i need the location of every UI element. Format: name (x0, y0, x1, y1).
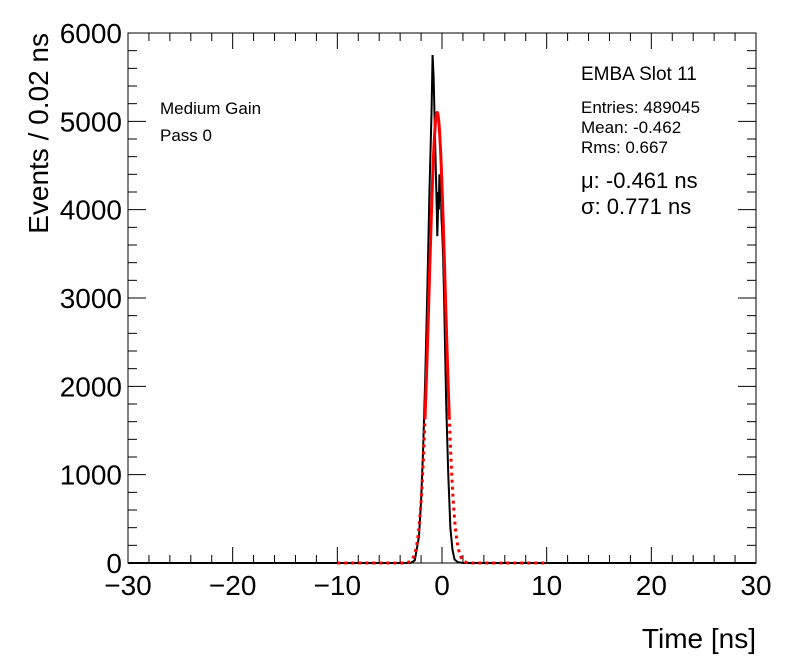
fit-tail-right (447, 416, 547, 565)
annotation-slot: EMBA Slot 11 (581, 64, 697, 85)
y-tick-label: 6000 (60, 18, 122, 49)
y-tick-label: 5000 (60, 106, 122, 137)
axis-ticks (127, 32, 757, 564)
annotation-medium-gain: Medium Gain (160, 99, 261, 118)
fit-tail-left (337, 416, 427, 565)
x-axis-title: Time [ns] (642, 623, 756, 654)
x-tick-label: 0 (434, 570, 450, 601)
fit-sigma: σ: 0.771 ns (581, 194, 691, 219)
x-tick-label: 30 (740, 570, 771, 601)
stat-mean: Mean: -0.462 (581, 118, 681, 137)
y-tick-label: 1000 (60, 460, 122, 491)
y-axis-title: Events / 0.02 ns (23, 33, 54, 234)
stat-entries: Entries: 489045 (581, 98, 700, 117)
fit-core (423, 110, 451, 417)
x-tick-label: −30 (104, 570, 152, 601)
y-tick-label: 2000 (60, 371, 122, 402)
y-tick-label: 4000 (60, 195, 122, 226)
x-tick-labels: −30 −20 −10 0 10 20 30 (104, 570, 771, 601)
x-tick-label: 20 (636, 570, 667, 601)
x-tick-label: −20 (209, 570, 257, 601)
fit-mu: μ: -0.461 ns (581, 168, 698, 193)
x-tick-label: −10 (314, 570, 362, 601)
y-tick-label: 0 (106, 548, 122, 579)
y-tick-label: 3000 (60, 283, 122, 314)
annotation-pass: Pass 0 (160, 126, 212, 145)
gaussian-fit-series (337, 110, 547, 565)
stat-rms: Rms: 0.667 (581, 138, 668, 157)
y-tick-labels: 0 1000 2000 3000 4000 5000 6000 (60, 18, 122, 579)
x-tick-label: 10 (531, 570, 562, 601)
